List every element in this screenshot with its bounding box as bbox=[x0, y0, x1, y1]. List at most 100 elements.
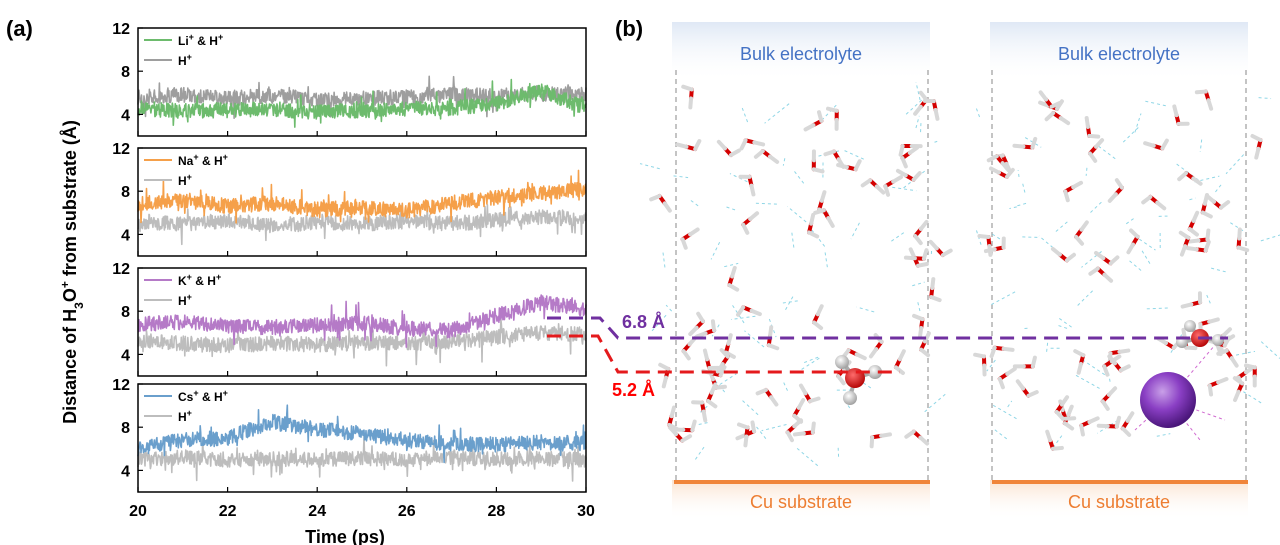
series-line-ion bbox=[137, 404, 587, 464]
bulk-region-right bbox=[990, 22, 1248, 82]
series-line-ion bbox=[137, 169, 587, 224]
hydrogen-bond bbox=[892, 186, 917, 192]
hydrogen-bond bbox=[1127, 258, 1142, 271]
water-molecule bbox=[1063, 180, 1084, 203]
water-molecule bbox=[904, 429, 930, 446]
hydrogen-bond bbox=[1075, 374, 1100, 389]
water-molecule bbox=[753, 149, 780, 164]
water-molecule bbox=[997, 366, 1017, 390]
water-molecule bbox=[826, 106, 839, 131]
water-molecule bbox=[675, 139, 702, 152]
water-molecule bbox=[986, 154, 1011, 173]
plot-frame bbox=[137, 27, 587, 137]
water-molecule bbox=[1093, 250, 1120, 266]
water-molecule bbox=[739, 138, 766, 151]
hydrogen-bond bbox=[1052, 433, 1064, 449]
hydrogen-bond bbox=[1017, 170, 1020, 178]
water-molecule bbox=[1126, 228, 1140, 255]
y-tick-label: 8 bbox=[121, 420, 130, 437]
bulk-label-left: Bulk electrolyte bbox=[740, 44, 862, 64]
water-molecule bbox=[929, 277, 942, 303]
hydrogen-bond bbox=[1014, 202, 1027, 208]
water-molecule bbox=[895, 168, 922, 182]
legend-label: Na+ & H+ bbox=[178, 152, 228, 168]
hydrogen-bond bbox=[934, 140, 938, 143]
panel-3: 4 8 12 K+ & H+ H+ bbox=[112, 261, 587, 377]
y-tick-label: 12 bbox=[112, 21, 130, 38]
cu-label-left: Cu substrate bbox=[750, 492, 852, 512]
legend-label: H+ bbox=[178, 292, 192, 308]
hydrogen-bond bbox=[1085, 167, 1088, 176]
water-molecules bbox=[639, 82, 1280, 467]
water-molecule bbox=[1084, 116, 1101, 139]
y-axis-title: Distance of H3O+ from substrate (Å) bbox=[58, 120, 86, 424]
water-molecule bbox=[741, 211, 760, 235]
panel-a-label: (a) bbox=[6, 16, 33, 41]
water-molecule bbox=[1044, 111, 1071, 126]
distance-label-6-8: 6.8 Å bbox=[622, 312, 665, 332]
water-molecule bbox=[755, 387, 779, 407]
y-tick-label: 8 bbox=[121, 184, 130, 201]
water-molecule bbox=[1194, 89, 1214, 111]
hydrogen-bond bbox=[694, 446, 705, 461]
plot-frame bbox=[137, 383, 587, 493]
water-molecule bbox=[1207, 377, 1229, 397]
x-tick-label: 30 bbox=[577, 503, 595, 520]
hydrogen-bond bbox=[1174, 162, 1199, 181]
water-molecule bbox=[983, 236, 1006, 254]
water-molecule bbox=[702, 348, 721, 371]
distance-line-5-2 bbox=[547, 334, 900, 374]
hydrogen-bond bbox=[891, 231, 906, 242]
water-molecule bbox=[1187, 228, 1211, 244]
water-molecule bbox=[1088, 138, 1105, 163]
water-molecule bbox=[1200, 192, 1213, 219]
hydrogen-bond bbox=[1088, 201, 1102, 215]
water-molecule bbox=[869, 432, 892, 449]
series-line-ion bbox=[137, 294, 587, 348]
panel-b: Bulk electrolyte Cu substrate Bulk elect… bbox=[547, 22, 1280, 520]
water-molecule bbox=[922, 98, 940, 121]
distance-line-6-8 bbox=[547, 316, 1228, 340]
water-molecule bbox=[1205, 194, 1231, 210]
x-tick-label: 28 bbox=[488, 503, 506, 520]
hydrogen-bond bbox=[992, 404, 1017, 420]
plot-frame bbox=[137, 267, 587, 377]
water-molecule bbox=[727, 265, 740, 292]
hydrogen-bond bbox=[824, 252, 829, 269]
hydrogen-bond bbox=[917, 302, 921, 314]
water-molecule bbox=[681, 335, 698, 361]
hydrogen-bond bbox=[1206, 294, 1212, 305]
hydrogen-bond bbox=[844, 150, 866, 161]
cu-bar-right bbox=[992, 480, 1248, 484]
hydrogen-bond bbox=[795, 357, 820, 374]
hydrogen-bond bbox=[714, 373, 737, 389]
water-molecule bbox=[736, 422, 750, 448]
hydrogen-bond bbox=[991, 291, 1016, 306]
hydrogen-bond bbox=[725, 206, 736, 211]
water-molecule bbox=[785, 418, 804, 443]
hydrogen-bond bbox=[1082, 359, 1107, 377]
y-tick-label: 4 bbox=[121, 347, 130, 364]
hydrogen-bond bbox=[782, 158, 786, 166]
hydrogen-bond bbox=[1007, 400, 1013, 408]
hydrogen-bond bbox=[1098, 145, 1118, 161]
cu-region-left bbox=[672, 480, 930, 520]
water-molecule bbox=[1015, 379, 1039, 398]
water-molecule bbox=[1187, 210, 1200, 237]
hydrogen-bond bbox=[1022, 183, 1027, 196]
hydrogen-bond bbox=[764, 103, 790, 124]
hydrogen-bond bbox=[986, 359, 996, 372]
legend-label: H+ bbox=[178, 52, 192, 68]
series-line-h bbox=[137, 435, 587, 482]
hydrogen-bond bbox=[698, 421, 709, 425]
water-molecule bbox=[1107, 178, 1124, 203]
hydrogen-bond bbox=[856, 306, 875, 313]
water-molecule bbox=[913, 219, 929, 246]
hydrogen-bond bbox=[1140, 248, 1151, 264]
panel-b-label: (b) bbox=[615, 16, 643, 41]
water-molecule bbox=[688, 311, 705, 337]
legend-label: Cs+ & H+ bbox=[178, 388, 228, 404]
hydrogen-bond bbox=[1260, 341, 1280, 359]
hydrogen-bond bbox=[924, 392, 947, 413]
y-tick-label: 12 bbox=[112, 377, 130, 394]
